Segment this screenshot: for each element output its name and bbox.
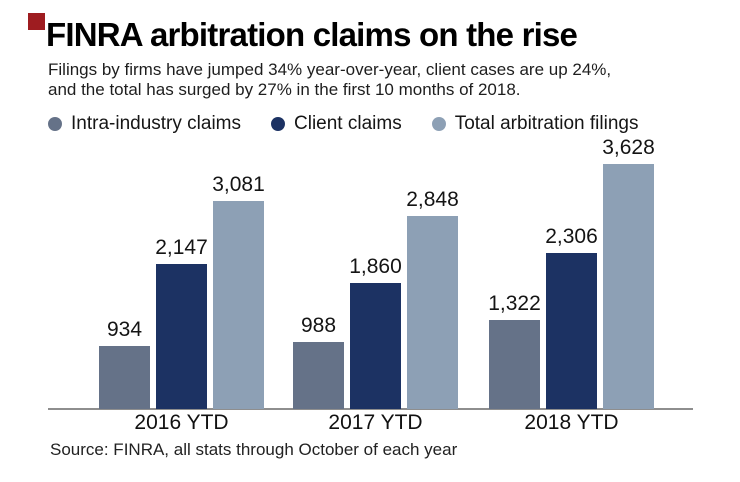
chart-legend: Intra-industry claims Client claims Tota… (48, 113, 638, 135)
source-note: Source: FINRA, all stats through October… (50, 440, 458, 459)
bar-2017-series-0 (293, 342, 344, 409)
bar-chart: 934 2,147 3,081 988 1,860 2,848 1,322 2,306 3,62… (48, 135, 693, 410)
bar-2017-series-1 (350, 283, 401, 409)
bar-value-label: 1,860 (349, 255, 402, 278)
bar-value-label: 1,322 (488, 292, 541, 315)
bar-2017-series-2 (407, 216, 458, 409)
bar-value-label: 3,081 (212, 173, 265, 196)
legend-dot-icon (271, 117, 285, 131)
bar-value-label: 2,848 (406, 188, 459, 211)
bar-value-label: 988 (300, 314, 337, 337)
legend-label: Client claims (294, 113, 402, 134)
bar-2016-series-0 (99, 346, 150, 409)
legend-item-intra-industry: Intra-industry claims (48, 113, 241, 135)
bar-2018-series-0 (489, 320, 540, 409)
category-label-2017: 2017 YTD (328, 411, 423, 434)
bar-2016-series-1 (156, 264, 207, 409)
category-label-2018: 2018 YTD (524, 411, 619, 434)
bar-2018-series-1 (546, 253, 597, 409)
chart-subtitle-line2: and the total has surged by 27% in the f… (48, 80, 521, 99)
legend-item-client: Client claims (271, 113, 402, 135)
legend-item-total: Total arbitration filings (431, 113, 639, 135)
bar-2018-series-2 (603, 164, 654, 409)
bar-value-label: 2,147 (155, 236, 208, 259)
bar-value-label: 934 (106, 318, 143, 341)
category-label-2016: 2016 YTD (134, 411, 229, 434)
legend-dot-icon (48, 117, 62, 131)
bar-value-label: 3,628 (602, 136, 655, 159)
bar-2016-series-2 (213, 201, 264, 409)
x-axis-line (48, 408, 693, 410)
legend-dot-icon (431, 117, 446, 131)
chart-title: FINRA arbitration claims on the rise (46, 16, 578, 53)
legend-label: Intra-industry claims (71, 113, 241, 134)
chart-subtitle: Filings by firms have jumped 34% year-ov… (48, 60, 611, 100)
chart-subtitle-line1: Filings by firms have jumped 34% year-ov… (48, 60, 612, 79)
brand-logo-square (28, 13, 45, 30)
bar-value-label: 2,306 (545, 225, 598, 248)
legend-label: Total arbitration filings (454, 113, 639, 134)
